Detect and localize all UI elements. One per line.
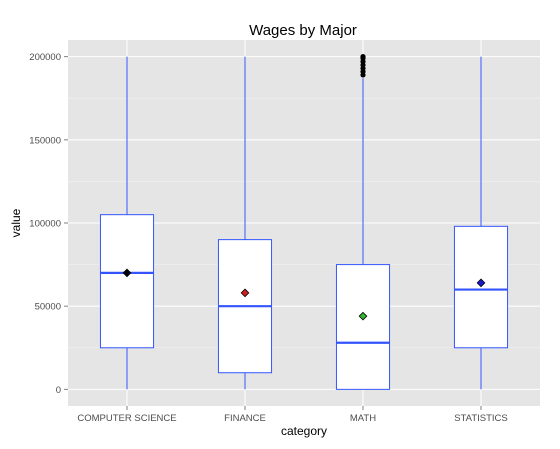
- box-group: [453, 56, 509, 390]
- x-tick-label: MATH: [350, 413, 376, 424]
- box-body: [99, 214, 155, 349]
- chart-title: Wages by Major: [249, 22, 357, 39]
- boxes: [99, 54, 509, 390]
- mean-marker: [122, 268, 132, 278]
- x-tick-label: STATISTICS: [454, 413, 507, 424]
- box-group: [217, 56, 273, 390]
- mean-marker: [240, 288, 250, 298]
- x-tick-label: FINANCE: [224, 413, 266, 424]
- y-axis-ticks: 0 50000 100000 150000 200000: [29, 52, 68, 396]
- x-axis-label: category: [281, 424, 327, 438]
- outlier-point: [360, 54, 366, 60]
- y-tick-label: 200000: [29, 52, 61, 63]
- mean-marker: [476, 278, 486, 288]
- y-tick-label: 100000: [29, 219, 61, 230]
- x-axis-ticks: COMPUTER SCIENCE FINANCE MATH STATISTICS: [77, 406, 508, 424]
- y-axis-label: value: [9, 208, 23, 237]
- mean-marker: [358, 311, 368, 321]
- box-group: [99, 56, 155, 390]
- y-tick-label: 0: [56, 385, 61, 396]
- y-tick-label: 150000: [29, 135, 61, 146]
- box-group: [335, 54, 391, 390]
- y-tick-label: 50000: [35, 302, 61, 313]
- x-tick-label: COMPUTER SCIENCE: [77, 413, 176, 424]
- box-body: [335, 264, 391, 390]
